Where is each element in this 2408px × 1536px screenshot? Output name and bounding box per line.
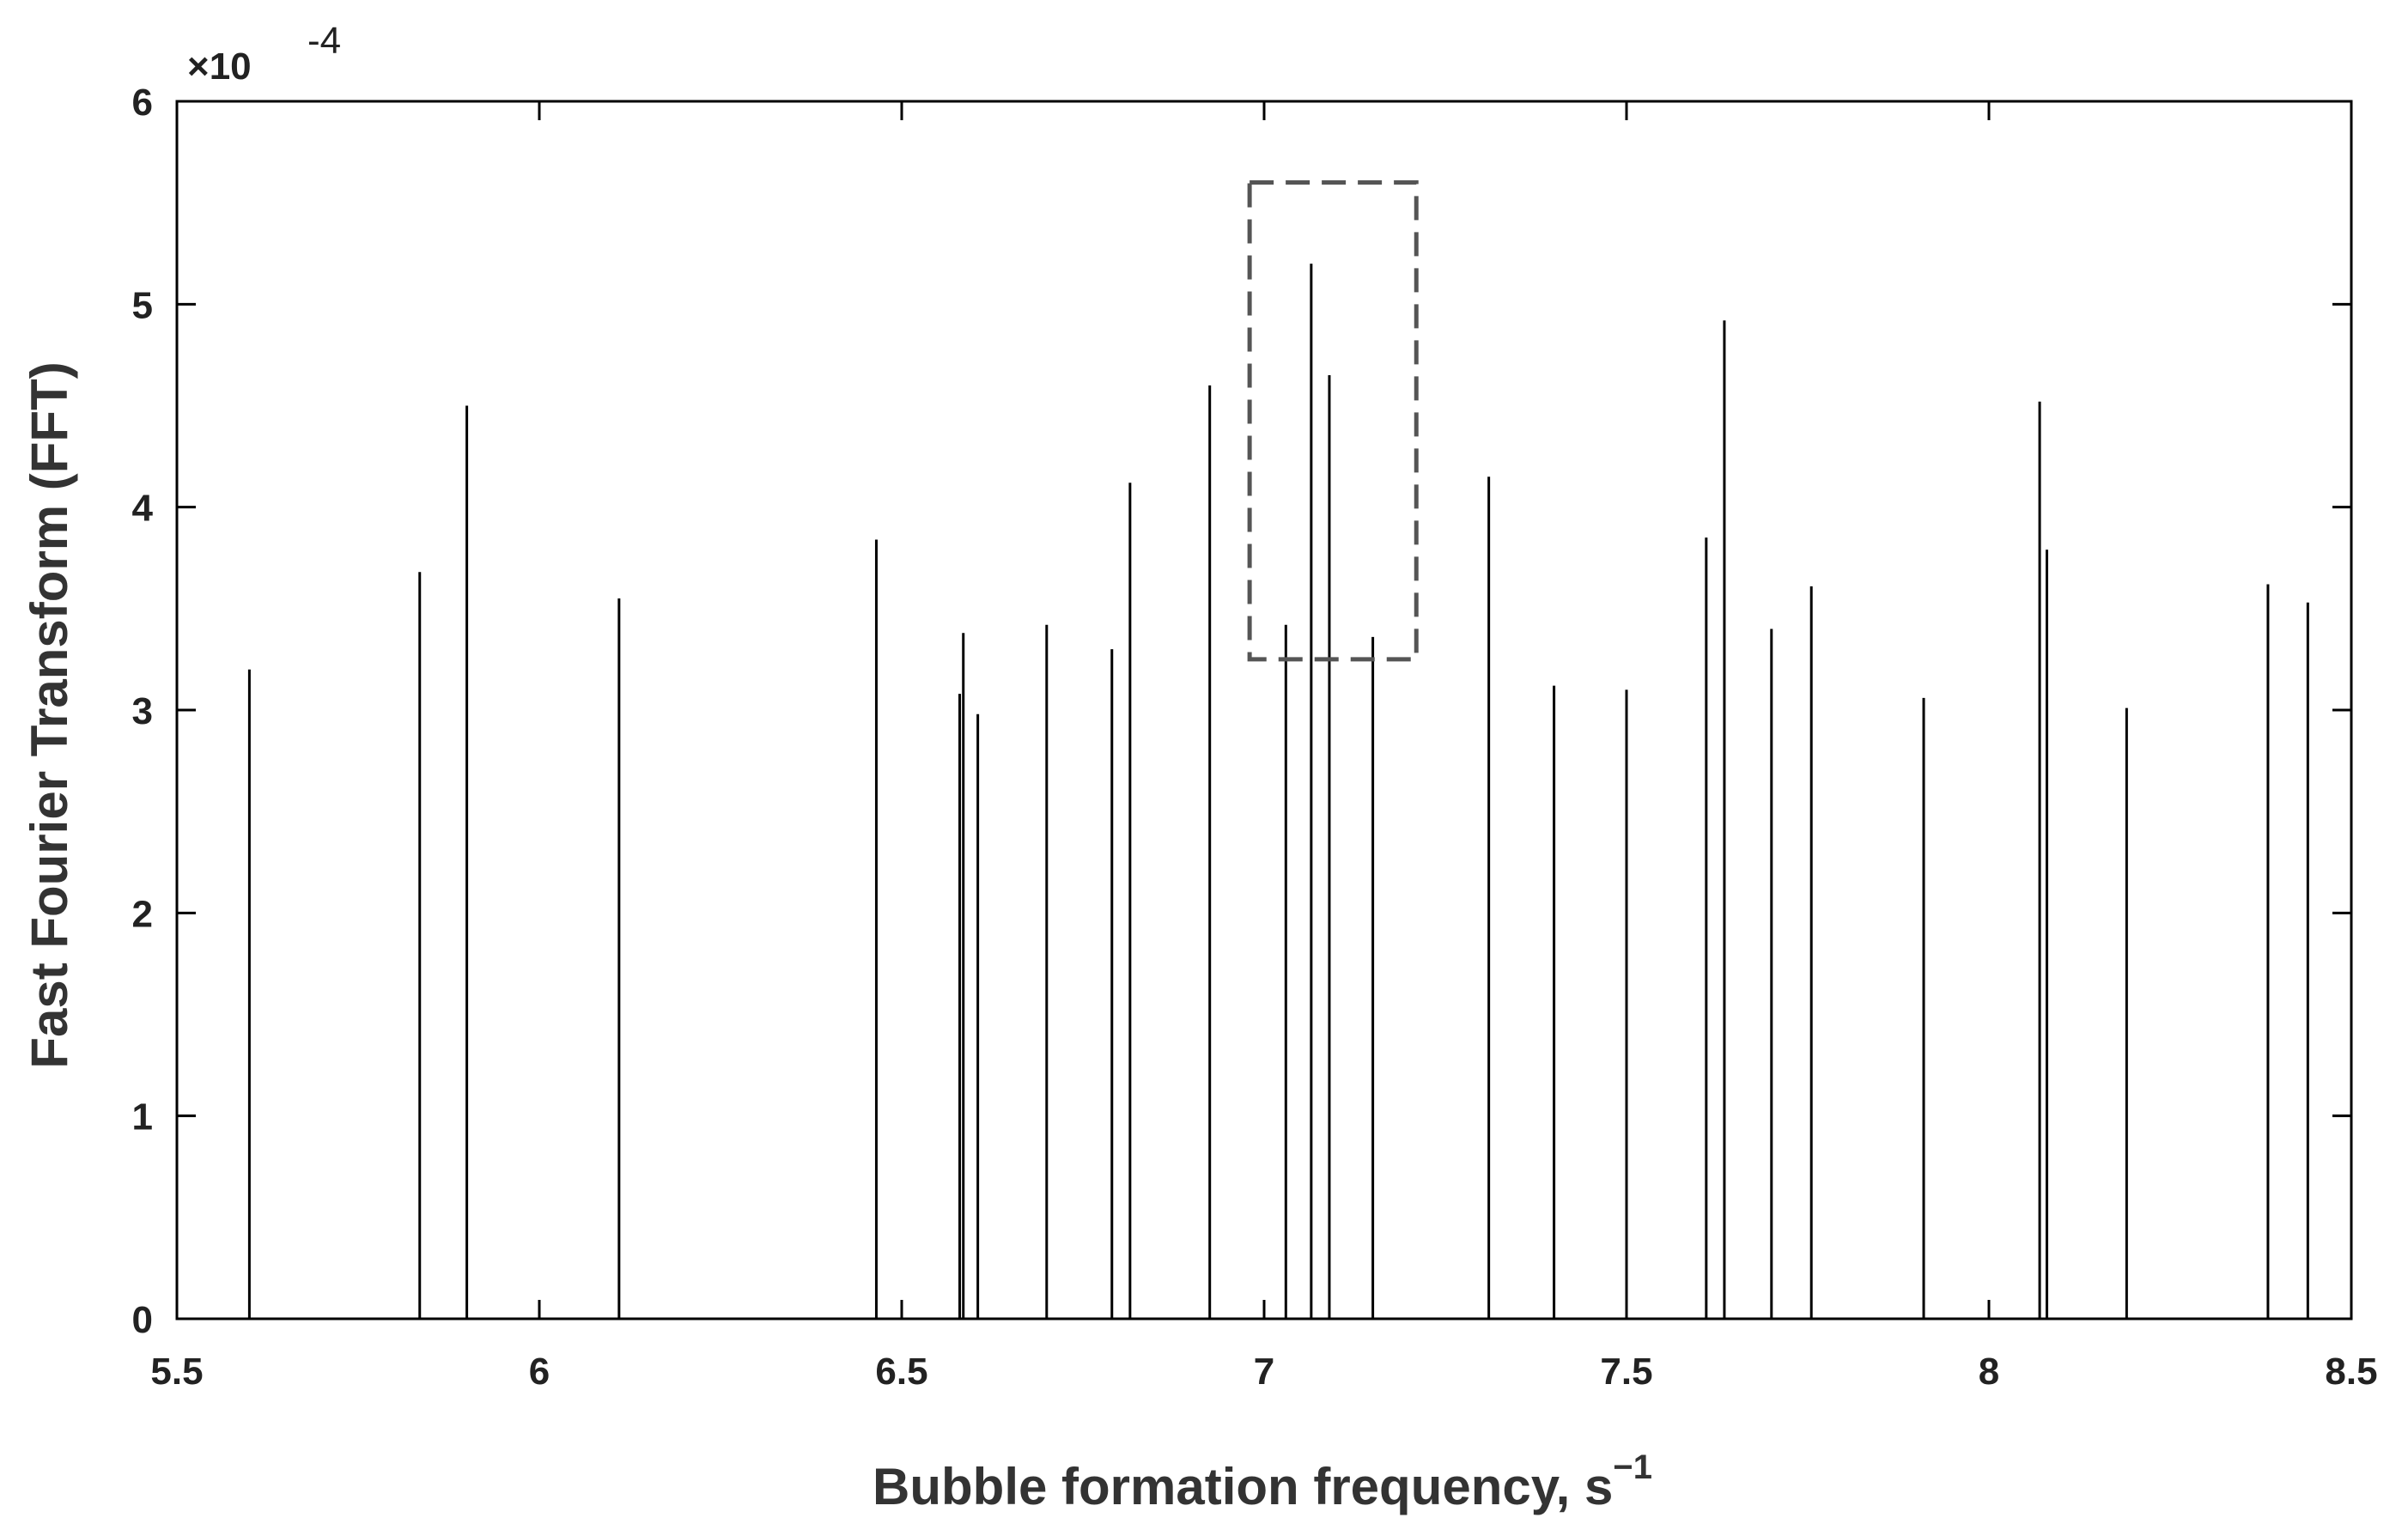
- x-tick-label: 7.5: [1600, 1351, 1652, 1393]
- x-tick-label: 8.5: [2325, 1351, 2377, 1393]
- y-tick-label: 6: [132, 82, 153, 124]
- x-tick-label: 6.5: [875, 1351, 927, 1393]
- y-tick-label: 5: [132, 284, 153, 326]
- y-axis-title: Fast Fourier Transform (FFT): [21, 361, 78, 1068]
- x-axis-ticks: 5.5 6 6.5 7 7.5 8 8.5: [150, 101, 2378, 1393]
- y-multiplier-exponent: -4: [307, 20, 341, 62]
- x-axis-title: Bubble formation frequency, s−1: [873, 1448, 1652, 1515]
- y-multiplier-base: ×10: [187, 46, 252, 88]
- highlight-box: [1247, 180, 1419, 662]
- y-axis-ticks: 0 1 2 3 4 5 6: [132, 82, 2351, 1341]
- x-tick-label: 7: [1254, 1351, 1274, 1393]
- x-tick-label: 8: [1979, 1351, 1999, 1393]
- stem-series: [247, 264, 2309, 1319]
- y-tick-label: 4: [132, 488, 154, 530]
- y-tick-label: 0: [132, 1299, 153, 1341]
- x-tick-label: 6: [529, 1351, 550, 1393]
- y-tick-label: 2: [132, 893, 153, 935]
- x-tick-label: 5.5: [150, 1351, 203, 1393]
- x-axis-title-superscript: −1: [1613, 1448, 1652, 1486]
- x-axis-title-text: Bubble formation frequency, s: [873, 1458, 1613, 1515]
- y-multiplier: ×10 -4: [187, 20, 341, 88]
- y-tick-label: 1: [132, 1096, 153, 1138]
- y-tick-label: 3: [132, 690, 153, 732]
